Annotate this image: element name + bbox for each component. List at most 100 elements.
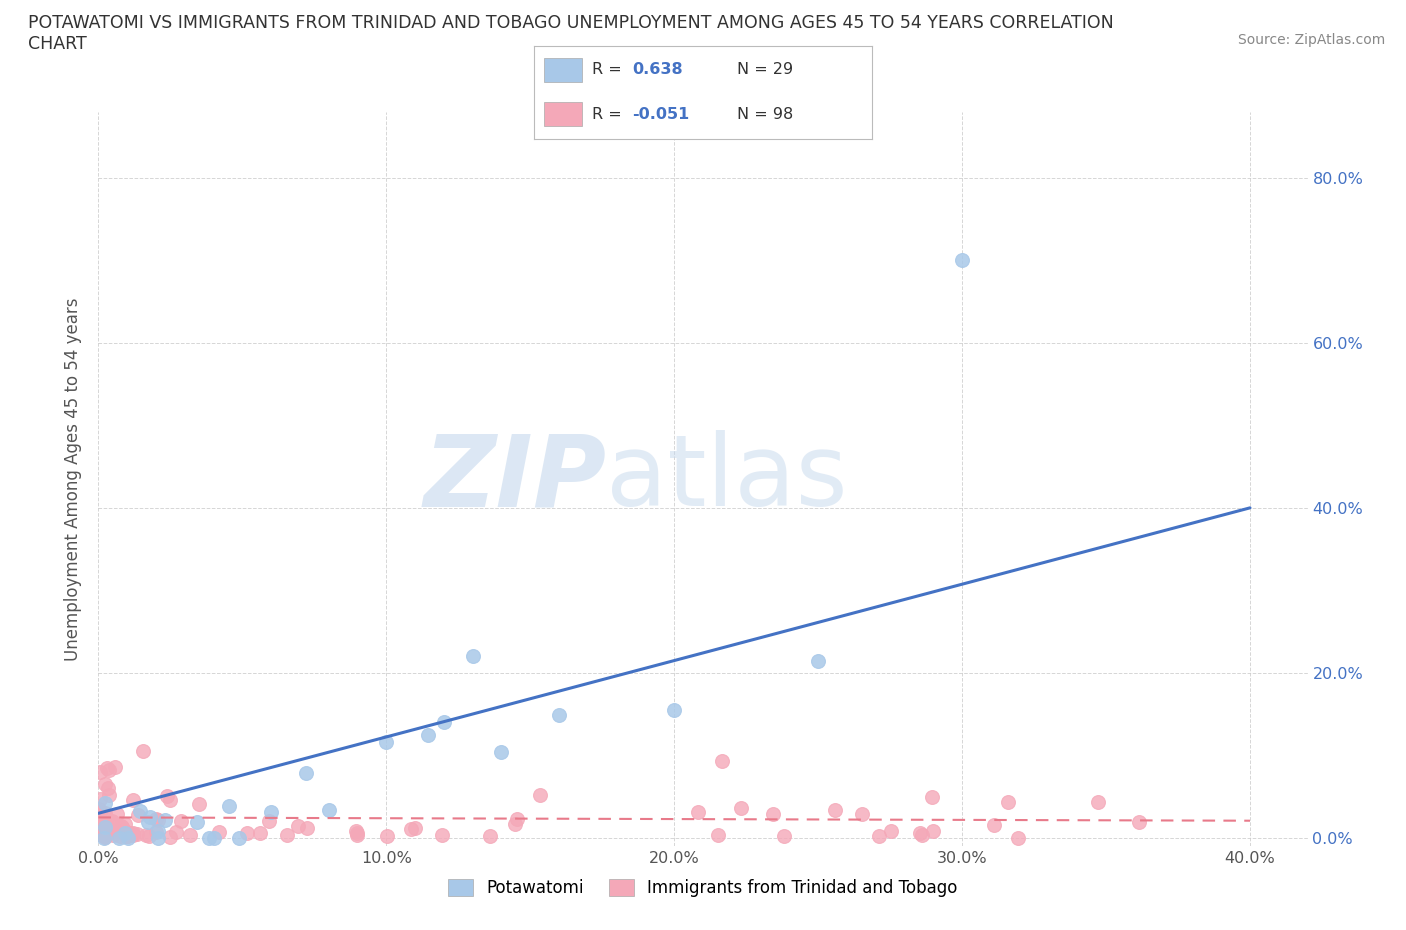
Point xyxy=(922,823,945,838)
Point xyxy=(346,826,368,841)
Point xyxy=(108,824,131,839)
Point xyxy=(139,810,162,825)
Point xyxy=(165,825,187,840)
Point xyxy=(1087,795,1109,810)
Point xyxy=(773,829,796,844)
Point xyxy=(156,788,179,803)
FancyBboxPatch shape xyxy=(544,58,582,82)
Point xyxy=(479,829,502,844)
Point xyxy=(114,817,136,831)
Point xyxy=(115,829,138,844)
Point xyxy=(94,820,117,835)
Point xyxy=(208,825,231,840)
Point xyxy=(249,825,271,840)
Point xyxy=(218,799,240,814)
Point xyxy=(287,818,309,833)
Point xyxy=(128,804,150,818)
Point xyxy=(145,824,167,839)
Point xyxy=(96,761,118,776)
Legend: Potawatomi, Immigrants from Trinidad and Tobago: Potawatomi, Immigrants from Trinidad and… xyxy=(441,872,965,904)
Point xyxy=(110,818,132,833)
Point xyxy=(121,825,143,840)
Point xyxy=(98,763,121,777)
Point xyxy=(97,780,120,795)
Point xyxy=(118,826,141,841)
Point xyxy=(824,803,846,817)
Point xyxy=(686,804,709,819)
Text: N = 29: N = 29 xyxy=(737,61,793,77)
Point xyxy=(868,829,890,844)
Point xyxy=(122,827,145,842)
Point xyxy=(159,830,181,844)
Point xyxy=(318,803,340,817)
Point xyxy=(159,792,181,807)
Point xyxy=(202,830,225,845)
Point xyxy=(730,801,752,816)
Point xyxy=(89,804,111,819)
Point xyxy=(111,820,134,835)
Point xyxy=(710,754,733,769)
Point xyxy=(433,715,456,730)
Point xyxy=(89,814,111,829)
Point xyxy=(114,825,136,840)
Point xyxy=(103,828,125,843)
Point xyxy=(910,825,932,840)
Point xyxy=(89,818,111,833)
Point xyxy=(503,817,526,831)
Point xyxy=(807,654,830,669)
Point xyxy=(94,829,117,844)
Point xyxy=(112,822,135,837)
Point xyxy=(276,828,298,843)
Point xyxy=(90,827,112,842)
Point xyxy=(89,826,111,841)
Point xyxy=(87,801,110,816)
Point xyxy=(145,812,167,827)
FancyBboxPatch shape xyxy=(544,102,582,126)
Point xyxy=(146,813,169,828)
Point xyxy=(762,806,785,821)
Text: R =: R = xyxy=(592,107,621,122)
Point xyxy=(105,806,128,821)
Point xyxy=(94,806,117,821)
Point xyxy=(921,790,943,804)
Point xyxy=(375,735,398,750)
Point xyxy=(148,823,170,838)
Point xyxy=(399,821,422,836)
Point xyxy=(880,823,903,838)
Point xyxy=(260,804,283,819)
Point xyxy=(98,788,121,803)
Point xyxy=(87,808,110,823)
Point xyxy=(108,830,131,845)
Point xyxy=(187,796,209,811)
Point xyxy=(132,744,155,759)
Text: N = 98: N = 98 xyxy=(737,107,793,122)
Point xyxy=(706,828,728,843)
Point xyxy=(97,825,120,840)
Point xyxy=(228,830,250,845)
Point xyxy=(117,828,139,843)
Point xyxy=(135,828,157,843)
Text: ZIP: ZIP xyxy=(423,431,606,527)
Point xyxy=(127,807,149,822)
Point xyxy=(664,702,686,717)
Point xyxy=(1128,814,1150,829)
Point xyxy=(491,745,513,760)
Point xyxy=(529,788,551,803)
Text: atlas: atlas xyxy=(606,431,848,527)
Point xyxy=(89,764,111,779)
Point xyxy=(155,813,177,828)
Point xyxy=(108,829,131,844)
Point xyxy=(461,649,484,664)
Point xyxy=(121,792,143,807)
Point xyxy=(346,828,368,843)
Point xyxy=(125,827,148,842)
Text: POTAWATOMI VS IMMIGRANTS FROM TRINIDAD AND TOBAGO UNEMPLOYMENT AMONG AGES 45 TO : POTAWATOMI VS IMMIGRANTS FROM TRINIDAD A… xyxy=(28,14,1114,53)
Point xyxy=(404,820,426,835)
Point xyxy=(198,830,221,845)
Point xyxy=(94,830,117,844)
Point xyxy=(94,809,117,824)
Point xyxy=(950,253,973,268)
Text: 0.638: 0.638 xyxy=(633,61,683,77)
Point xyxy=(101,815,124,830)
Point xyxy=(1007,830,1029,845)
